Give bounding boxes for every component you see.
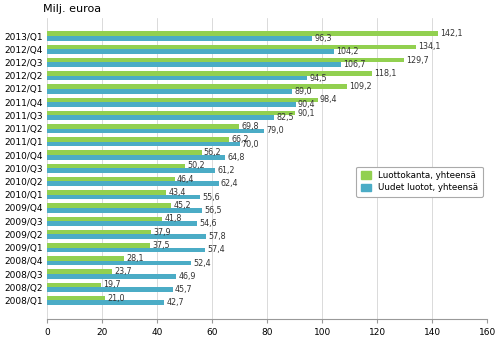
Bar <box>47 137 229 142</box>
Text: 23,7: 23,7 <box>114 267 132 276</box>
Text: 43,4: 43,4 <box>168 188 186 197</box>
Bar <box>47 300 164 305</box>
Bar <box>47 203 172 208</box>
Bar <box>47 102 296 107</box>
Bar <box>47 36 312 41</box>
Text: 98,4: 98,4 <box>320 95 338 104</box>
Text: 46,4: 46,4 <box>177 175 194 184</box>
Bar <box>47 58 404 62</box>
Text: 82,5: 82,5 <box>276 113 294 122</box>
Text: 66,2: 66,2 <box>232 135 249 144</box>
Bar <box>47 261 191 265</box>
Bar <box>47 243 150 248</box>
Text: 37,9: 37,9 <box>154 227 171 237</box>
Text: 69,8: 69,8 <box>241 122 258 131</box>
Text: 56,5: 56,5 <box>204 206 222 215</box>
Bar <box>47 190 166 195</box>
Text: 46,9: 46,9 <box>178 272 196 281</box>
Text: 57,4: 57,4 <box>207 246 224 254</box>
Bar <box>47 89 292 93</box>
Text: 52,4: 52,4 <box>194 258 211 268</box>
Text: 106,7: 106,7 <box>343 60 365 69</box>
Bar <box>47 248 205 252</box>
Text: 61,2: 61,2 <box>218 166 235 175</box>
Text: 89,0: 89,0 <box>294 87 312 96</box>
Text: 45,7: 45,7 <box>175 285 192 294</box>
Text: 56,2: 56,2 <box>204 148 222 157</box>
Text: 50,2: 50,2 <box>188 161 205 170</box>
Text: 54,6: 54,6 <box>200 219 217 228</box>
Text: 62,4: 62,4 <box>221 179 238 188</box>
Text: 94,5: 94,5 <box>309 74 327 83</box>
Bar <box>47 150 202 155</box>
Text: 104,2: 104,2 <box>336 47 358 56</box>
Text: Milj. euroa: Milj. euroa <box>42 4 100 14</box>
Bar <box>47 76 307 80</box>
Bar <box>47 296 104 300</box>
Bar <box>47 142 240 146</box>
Text: 70,0: 70,0 <box>242 139 260 149</box>
Bar <box>47 49 334 54</box>
Bar <box>47 221 197 226</box>
Bar <box>47 168 215 173</box>
Legend: Luottokanta, yhteensä, Uudet luotot, yhteensä: Luottokanta, yhteensä, Uudet luotot, yht… <box>356 167 483 197</box>
Text: 37,5: 37,5 <box>152 241 170 250</box>
Text: 55,6: 55,6 <box>202 193 220 202</box>
Bar <box>47 230 151 234</box>
Text: 64,8: 64,8 <box>228 153 245 162</box>
Bar <box>47 283 101 287</box>
Bar <box>47 45 416 49</box>
Bar <box>47 98 318 102</box>
Bar <box>47 164 185 168</box>
Text: 42,7: 42,7 <box>166 298 184 307</box>
Text: 79,0: 79,0 <box>266 127 284 135</box>
Bar <box>47 234 206 239</box>
Text: 28,1: 28,1 <box>126 254 144 263</box>
Bar <box>47 111 295 115</box>
Text: 129,7: 129,7 <box>406 56 429 65</box>
Bar <box>47 31 438 36</box>
Text: 21,0: 21,0 <box>107 294 124 303</box>
Text: 90,1: 90,1 <box>297 108 314 118</box>
Text: 142,1: 142,1 <box>440 29 462 38</box>
Bar <box>47 177 174 181</box>
Text: 109,2: 109,2 <box>350 82 372 91</box>
Bar <box>47 269 112 274</box>
Bar <box>47 155 226 160</box>
Text: 90,4: 90,4 <box>298 100 316 109</box>
Bar <box>47 274 176 279</box>
Bar <box>47 71 372 76</box>
Text: 19,7: 19,7 <box>104 280 121 290</box>
Text: 134,1: 134,1 <box>418 42 440 51</box>
Bar <box>47 181 218 186</box>
Bar <box>47 124 239 129</box>
Text: 118,1: 118,1 <box>374 69 396 78</box>
Bar <box>47 256 124 261</box>
Bar <box>47 62 341 67</box>
Text: 45,2: 45,2 <box>174 201 191 210</box>
Text: 96,3: 96,3 <box>314 34 332 43</box>
Text: 57,8: 57,8 <box>208 232 226 241</box>
Bar <box>47 287 172 292</box>
Text: 41,8: 41,8 <box>164 214 182 223</box>
Bar <box>47 84 348 89</box>
Bar <box>47 217 162 221</box>
Bar <box>47 129 264 133</box>
Bar <box>47 208 203 212</box>
Bar <box>47 195 200 199</box>
Bar <box>47 115 274 120</box>
